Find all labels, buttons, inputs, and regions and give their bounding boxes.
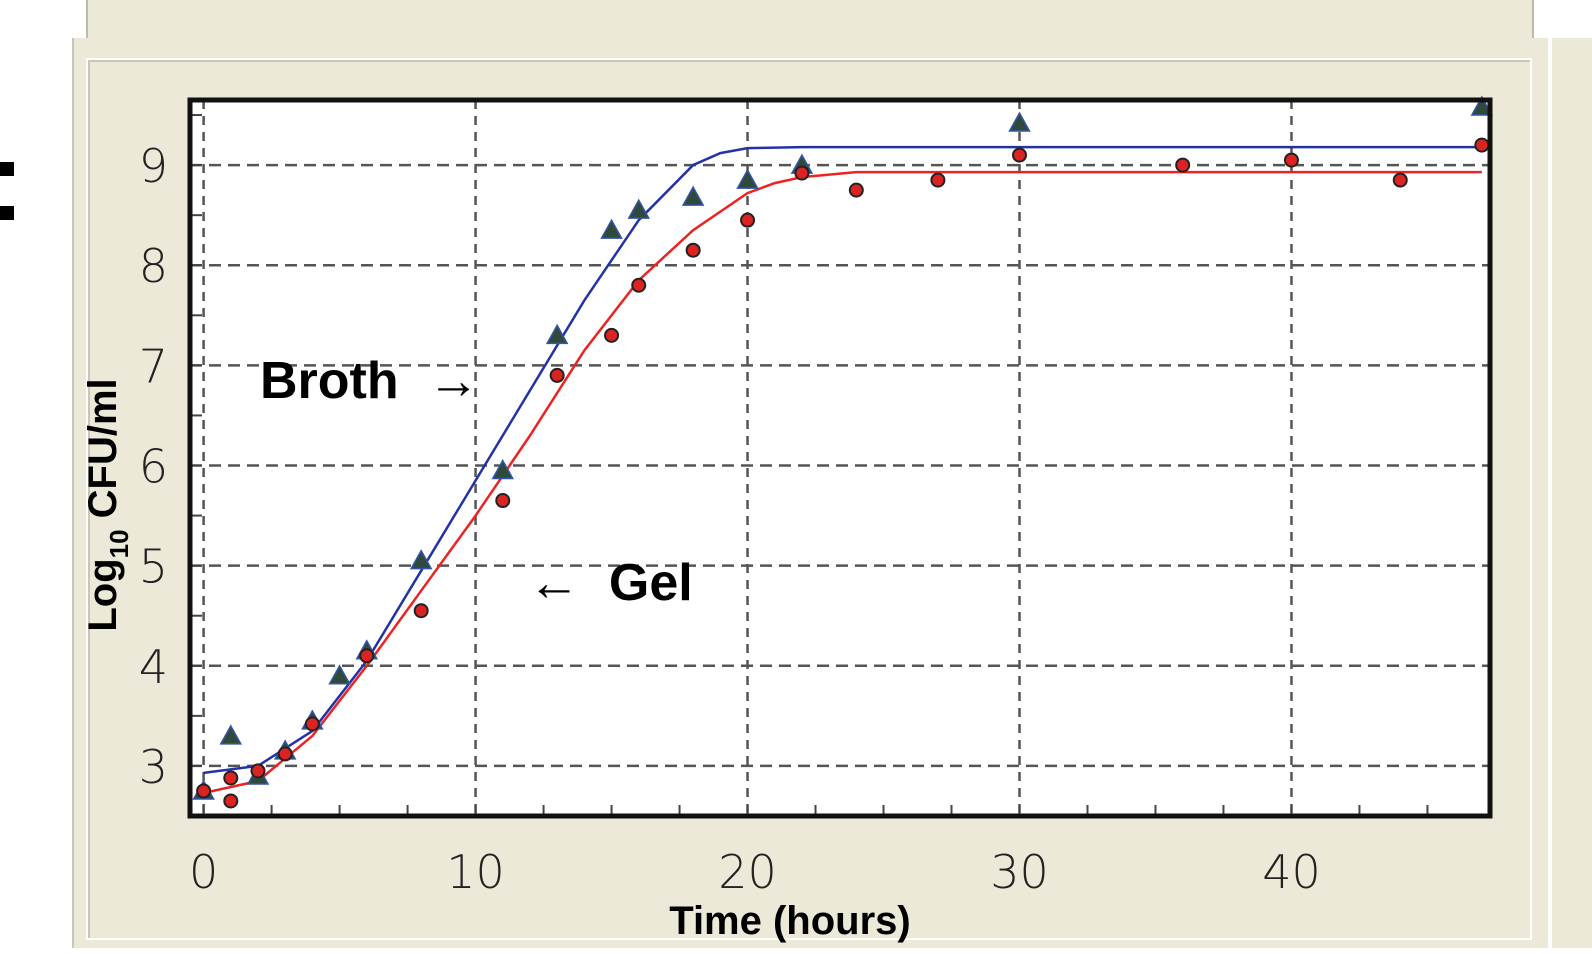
y-tick-label: 9 [139, 139, 168, 193]
gel-point [794, 165, 810, 181]
left-edge-mark [0, 162, 14, 222]
gel-point [413, 603, 429, 619]
broth-point [736, 168, 759, 189]
y-tick-label: 7 [139, 339, 168, 393]
gel-point [223, 770, 239, 786]
gel-point [930, 172, 946, 188]
y-tick-label: 3 [139, 740, 168, 794]
y-tick-label: 5 [139, 540, 168, 594]
x-tick-label: 0 [189, 845, 218, 899]
gel-point [1283, 152, 1299, 168]
broth-fit-line [203, 145, 1482, 775]
gel-point [304, 716, 320, 732]
gel-point [604, 327, 620, 343]
broth-point [627, 198, 651, 219]
gel-point [277, 746, 293, 762]
gel-point [631, 277, 647, 293]
broth-point [1008, 111, 1031, 132]
broth-point [545, 323, 569, 345]
broth-point [491, 458, 515, 480]
x-tick-labels: 0 10 20 30 40 [189, 845, 1321, 899]
gel-point [359, 648, 375, 664]
x-axis-title: Time (hours) [669, 899, 911, 943]
right-panel-strip [1548, 38, 1592, 948]
fit-lines [203, 145, 1482, 795]
broth-point [600, 218, 623, 239]
x-tick-label: 30 [990, 845, 1049, 899]
gel-point [1392, 172, 1408, 188]
gel-point [685, 242, 701, 258]
gel-point [196, 783, 212, 799]
broth-point [1470, 95, 1494, 116]
gel-point [1175, 157, 1191, 173]
gel-point [549, 367, 565, 383]
gel-point [1011, 147, 1027, 163]
chart-inner-frame [86, 58, 1532, 940]
broth-point [409, 549, 433, 570]
gel-annotation: ← Gel [528, 554, 693, 612]
gel-fit-line [203, 170, 1482, 795]
gel-point [848, 182, 864, 198]
minor-ticks [192, 114, 1429, 814]
gel-point [223, 793, 239, 809]
y-tick-label: 6 [139, 440, 168, 494]
x-tick-label: 20 [718, 845, 777, 899]
gel-point [250, 763, 266, 779]
broth-point [681, 185, 705, 206]
y-axis-title-subscript: 10 [104, 529, 134, 558]
x-tick-label: 10 [446, 845, 505, 899]
gel-point [740, 212, 756, 228]
y-tick-label: 4 [139, 640, 168, 694]
broth-point [328, 664, 351, 685]
gel-point [495, 493, 511, 509]
gel-point [1474, 137, 1490, 153]
broth-point [219, 724, 243, 745]
plot-area [190, 100, 1490, 816]
y-axis-title: Log10 CFU/ml [81, 378, 134, 631]
x-tick-label: 40 [1262, 845, 1321, 899]
plot-border [187, 97, 1493, 819]
y-tick-labels: 3 4 5 6 7 8 9 [139, 139, 168, 794]
y-tick-label: 8 [139, 239, 168, 293]
broth-annotation: Broth → [260, 352, 480, 410]
data-points [192, 95, 1494, 809]
